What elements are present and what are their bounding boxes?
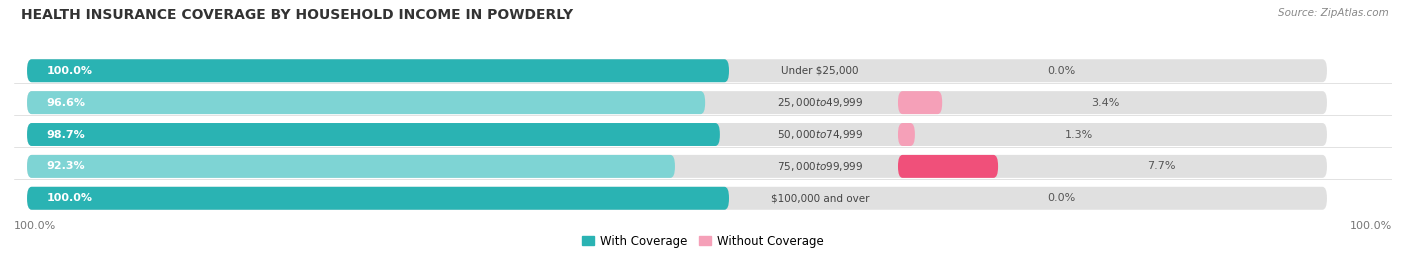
Text: 0.0%: 0.0% [1047, 66, 1076, 76]
Text: 100.0%: 100.0% [46, 193, 93, 203]
Text: 98.7%: 98.7% [46, 129, 86, 140]
FancyBboxPatch shape [27, 59, 1327, 82]
Text: Source: ZipAtlas.com: Source: ZipAtlas.com [1278, 8, 1389, 18]
FancyBboxPatch shape [27, 91, 1327, 114]
Text: HEALTH INSURANCE COVERAGE BY HOUSEHOLD INCOME IN POWDERLY: HEALTH INSURANCE COVERAGE BY HOUSEHOLD I… [21, 8, 574, 22]
Text: 100.0%: 100.0% [46, 66, 93, 76]
FancyBboxPatch shape [27, 91, 706, 114]
Text: $100,000 and over: $100,000 and over [770, 193, 869, 203]
FancyBboxPatch shape [27, 123, 1327, 146]
Text: $75,000 to $99,999: $75,000 to $99,999 [778, 160, 863, 173]
Text: Under $25,000: Under $25,000 [782, 66, 859, 76]
Text: 100.0%: 100.0% [14, 221, 56, 231]
FancyBboxPatch shape [27, 123, 720, 146]
FancyBboxPatch shape [27, 187, 1327, 210]
FancyBboxPatch shape [27, 187, 728, 210]
FancyBboxPatch shape [898, 91, 942, 114]
Text: 1.3%: 1.3% [1064, 129, 1092, 140]
Text: 92.3%: 92.3% [46, 161, 86, 171]
Text: 0.0%: 0.0% [1047, 193, 1076, 203]
FancyBboxPatch shape [27, 59, 728, 82]
Legend: With Coverage, Without Coverage: With Coverage, Without Coverage [578, 230, 828, 253]
FancyBboxPatch shape [27, 155, 1327, 178]
FancyBboxPatch shape [27, 155, 675, 178]
FancyBboxPatch shape [898, 155, 998, 178]
Text: 3.4%: 3.4% [1091, 98, 1121, 108]
FancyBboxPatch shape [898, 123, 915, 146]
Text: $50,000 to $74,999: $50,000 to $74,999 [778, 128, 863, 141]
Text: 96.6%: 96.6% [46, 98, 86, 108]
Text: $25,000 to $49,999: $25,000 to $49,999 [778, 96, 863, 109]
Text: 100.0%: 100.0% [1350, 221, 1392, 231]
Text: 7.7%: 7.7% [1147, 161, 1175, 171]
